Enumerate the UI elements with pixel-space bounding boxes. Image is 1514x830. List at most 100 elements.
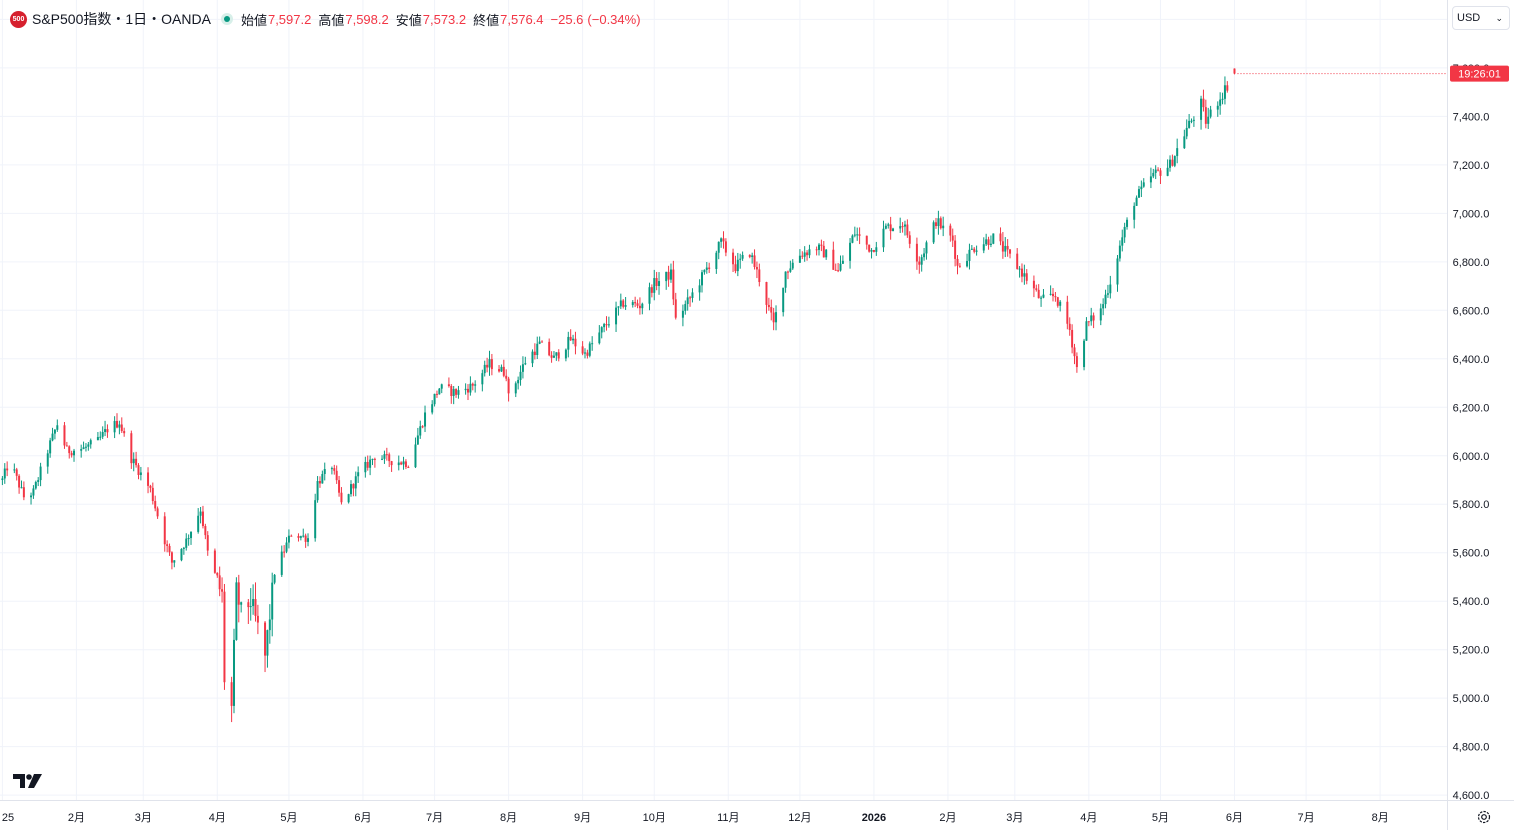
candle-body xyxy=(818,244,821,250)
chevron-down-icon: ⌄ xyxy=(1495,12,1503,23)
candle-body xyxy=(834,269,837,271)
candle-body xyxy=(684,304,687,311)
candle-body xyxy=(135,458,138,466)
countdown-label: 19:26:01 xyxy=(1458,69,1501,81)
symbol-title[interactable]: S&P500指数・1日・OANDA xyxy=(32,11,211,27)
candle-body xyxy=(758,269,761,283)
candle-body xyxy=(1073,347,1076,357)
high-value: 7,598.2 xyxy=(345,11,389,27)
candle-body xyxy=(1023,273,1026,277)
candle-body xyxy=(333,468,336,471)
candle-body xyxy=(939,218,942,229)
candle-body xyxy=(791,262,794,269)
candle-body xyxy=(538,341,541,344)
candle-body xyxy=(982,244,985,251)
candle-body xyxy=(631,302,634,306)
candle-body xyxy=(701,272,704,286)
candle-body xyxy=(615,307,618,325)
candle-body xyxy=(925,242,928,254)
candle-body xyxy=(1016,253,1019,269)
candle-body xyxy=(1056,297,1059,306)
candle-body xyxy=(149,485,152,488)
candle-body xyxy=(70,453,73,456)
candle-body xyxy=(734,264,737,272)
y-tick-label: 4,600.0 xyxy=(1453,790,1490,802)
candle-body xyxy=(364,461,367,473)
candle-body xyxy=(318,481,321,484)
candle-body xyxy=(299,536,302,538)
candle-body xyxy=(858,234,861,236)
candle-body xyxy=(1116,258,1119,285)
candle-body xyxy=(557,352,560,359)
open-value: 7,597.2 xyxy=(267,11,312,27)
candle-body xyxy=(655,278,658,286)
candle-body xyxy=(357,472,360,477)
candle-body xyxy=(1090,315,1093,322)
market-status-icon[interactable] xyxy=(220,13,233,25)
candle-body xyxy=(739,258,742,260)
x-tick-label: 5月 xyxy=(1152,812,1169,824)
symbol-logo-icon[interactable]: 500 xyxy=(10,10,27,28)
candle-body xyxy=(230,682,233,706)
candle-body xyxy=(500,366,503,372)
candle-body xyxy=(572,338,575,341)
candle-body xyxy=(483,364,486,374)
candle-body xyxy=(240,602,243,605)
candle-body xyxy=(1126,219,1129,227)
candle-body xyxy=(438,388,441,395)
candle-body xyxy=(603,324,606,328)
candle-body xyxy=(350,484,353,495)
candle-body xyxy=(235,582,238,640)
candle-body xyxy=(1001,241,1004,252)
candle-body xyxy=(3,468,6,479)
candle-body xyxy=(1106,293,1109,295)
candle-body xyxy=(999,233,1002,242)
candle-body xyxy=(252,599,255,607)
currency-selector[interactable]: USD ⌄ xyxy=(1452,6,1510,30)
candle-body xyxy=(166,544,169,546)
candle-body xyxy=(15,469,18,476)
candle-body xyxy=(591,343,594,345)
candle-body xyxy=(567,336,570,350)
candle-body xyxy=(106,429,109,433)
candle-body xyxy=(1223,85,1226,99)
candle-body xyxy=(1219,99,1222,106)
candle-body xyxy=(304,535,307,542)
candle-body xyxy=(338,480,341,493)
candle-body xyxy=(808,249,811,256)
candle-body xyxy=(385,454,388,456)
candle-body xyxy=(775,312,778,323)
candle-body xyxy=(607,324,610,326)
candle-body xyxy=(1173,156,1176,166)
candle-body xyxy=(321,474,324,484)
candle-body xyxy=(471,383,474,386)
candle-body xyxy=(455,389,458,395)
tradingview-logo-icon[interactable] xyxy=(13,773,43,789)
candle-body xyxy=(18,475,21,488)
candle-body xyxy=(820,244,823,246)
candle-body xyxy=(416,435,419,445)
candle-body xyxy=(51,433,54,441)
candle-body xyxy=(1099,308,1102,321)
candle-body xyxy=(1226,85,1229,91)
candle-body xyxy=(280,551,283,575)
candle-body xyxy=(1054,296,1057,298)
symbol-legend: 500 S&P500指数・1日・OANDA 始値 7,597.2 高値 7,59… xyxy=(10,9,645,29)
candle-body xyxy=(1006,245,1009,250)
candle-body xyxy=(968,249,971,261)
candle-body xyxy=(481,373,484,385)
candle-body xyxy=(839,263,842,271)
candle-body xyxy=(786,271,789,273)
candle-body xyxy=(1052,293,1055,297)
candle-body xyxy=(381,458,384,460)
chart-settings-icon[interactable] xyxy=(1475,808,1493,826)
candle-body xyxy=(658,281,661,286)
candle-body xyxy=(457,390,460,395)
candle-body xyxy=(1207,116,1210,124)
candle-body xyxy=(201,511,204,527)
candle-body xyxy=(600,327,603,333)
candle-body xyxy=(488,359,491,368)
